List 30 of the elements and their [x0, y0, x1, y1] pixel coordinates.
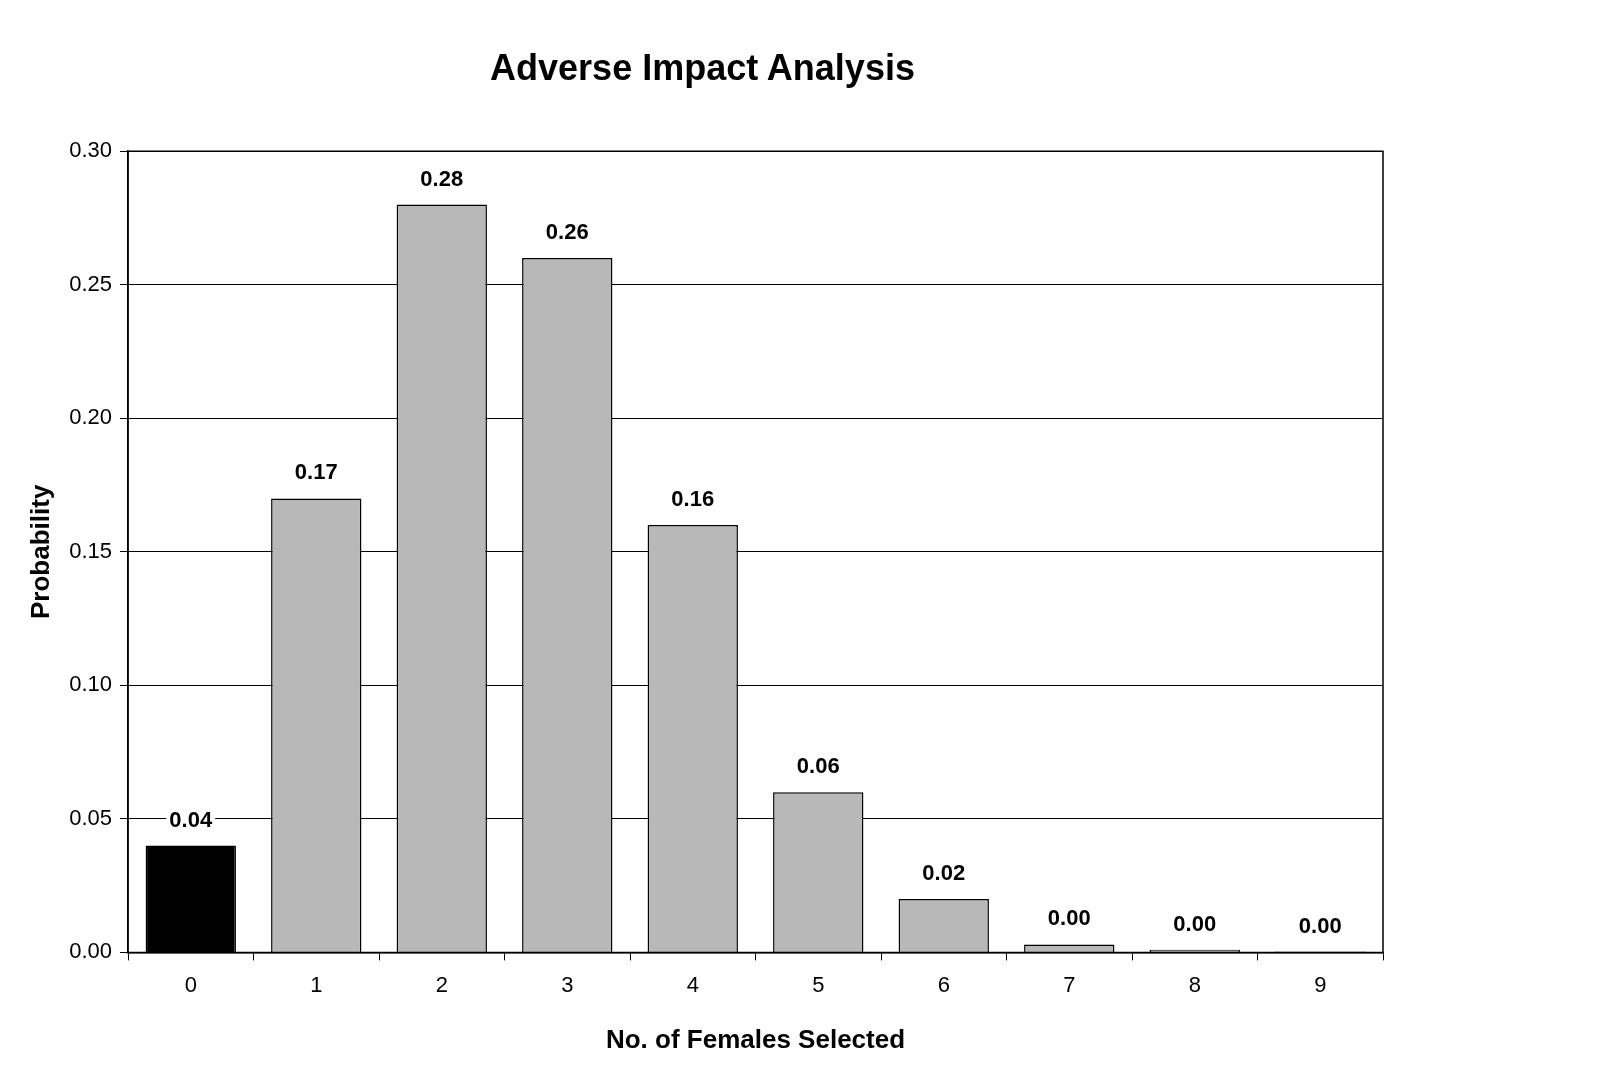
data-label: 0.06 — [796, 753, 840, 779]
x-axis-title: No. of Females Selected — [605, 1023, 906, 1054]
y-tick-label: 0.15 — [69, 537, 113, 563]
data-label: 0.26 — [545, 219, 589, 245]
x-tick-label: 3 — [561, 971, 574, 997]
y-tick-label: 0.05 — [69, 804, 113, 830]
x-tick-label: 8 — [1188, 971, 1201, 997]
y-axis-title: Probability — [24, 484, 55, 619]
x-tick-label: 9 — [1314, 971, 1327, 997]
y-tick-label: 0.30 — [69, 137, 113, 163]
x-tick-label: 0 — [184, 971, 197, 997]
data-label: 0.17 — [294, 459, 338, 485]
data-label: 0.00 — [1173, 910, 1217, 936]
x-tick-label: 5 — [812, 971, 825, 997]
x-tick-label: 1 — [310, 971, 323, 997]
data-label: 0.00 — [1298, 912, 1342, 938]
data-label: 0.04 — [169, 806, 213, 832]
chart-title: Adverse Impact Analysis — [490, 46, 915, 88]
x-tick-label: 2 — [435, 971, 448, 997]
data-label: 0.16 — [671, 486, 715, 512]
data-label: 0.28 — [420, 165, 464, 191]
y-tick-label: 0.10 — [69, 671, 113, 697]
x-tick-label: 4 — [686, 971, 699, 997]
x-tick-label: 7 — [1063, 971, 1076, 997]
data-label: 0.00 — [1047, 905, 1091, 931]
data-label: 0.02 — [922, 860, 966, 886]
y-tick-label: 0.25 — [69, 270, 113, 296]
x-tick-label: 6 — [937, 971, 950, 997]
y-tick-label: 0.00 — [69, 938, 113, 964]
y-tick-label: 0.20 — [69, 404, 113, 430]
